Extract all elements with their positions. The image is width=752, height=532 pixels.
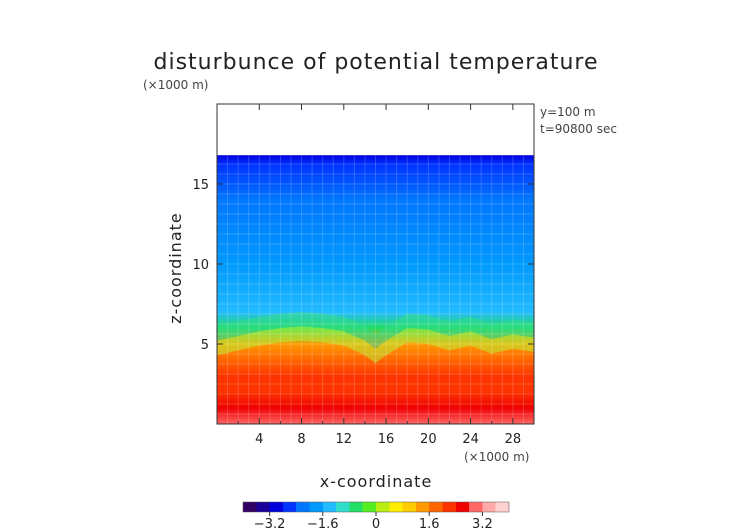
y-tick-label: 5 [201,338,209,353]
y-axis-label: z-coordinate [166,212,185,324]
x-tick-label: 8 [297,432,305,447]
x-unit-label: (×1000 m) [464,450,529,464]
x-tick-label: 12 [336,432,353,447]
x-tick-label: 16 [378,432,395,447]
x-tick-label: 24 [462,432,479,447]
y-axis-ticks: 5 10 15 [192,178,534,353]
colorbar-tick-label: −3.2 [254,517,286,532]
x-tick-label: 28 [505,432,522,447]
interface-band [217,312,534,349]
colorbar-tick-label: 1.6 [419,517,440,532]
colorbar-tick-label: −1.6 [307,517,339,532]
x-axis-label: x-coordinate [320,472,433,491]
x-axis-ticks: 4 8 12 16 20 24 28 [237,104,522,447]
y-tick-label: 15 [192,178,209,193]
annotation-y: y=100 m [540,105,596,119]
annotation-t: t=90800 sec [540,122,617,136]
temperature-field [217,155,534,424]
y-tick-label: 10 [192,258,209,273]
x-tick-label: 4 [255,432,263,447]
interface-lower-band [217,326,534,364]
colorbar-tick-label: 3.2 [472,517,493,532]
y-unit-label: (×1000 m) [143,78,208,92]
colorbar-tick-label: 0 [372,517,380,532]
plot-area [217,155,534,424]
chart-title: disturbunce of potential temperature [154,50,599,75]
x-tick-label: 20 [420,432,437,447]
colorbar-ticks: −3.2 −1.6 0 1.6 3.2 [254,512,493,532]
gridlines [217,155,534,424]
colorbar [242,501,510,513]
